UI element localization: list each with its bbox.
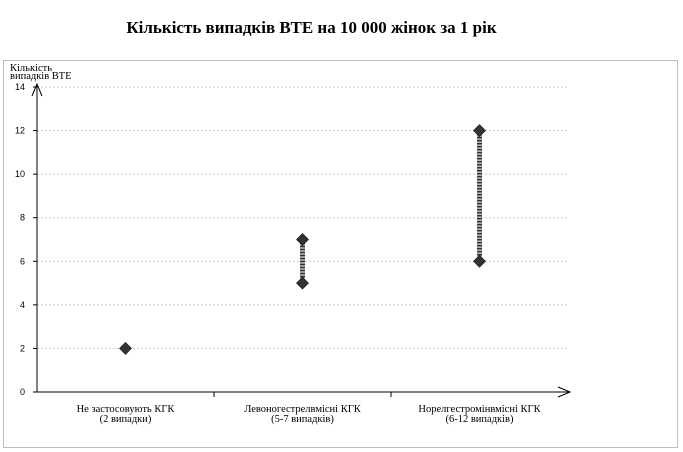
x-category-label-2: Левоногестрелвмісні КГК: [244, 404, 362, 415]
point-marker-3-low: [473, 254, 486, 268]
x-category-sublabel-3: (6-12 випадків): [445, 414, 514, 425]
y-axis-label-line-2: випадків ВТЕ: [10, 71, 72, 82]
x-categories: Не застосовують КГК(2 випадки) Левоногест…: [77, 392, 542, 425]
x-category-sublabel-1: (2 випадки): [100, 414, 152, 425]
y-tick-label-0: 0: [20, 387, 25, 397]
y-tick-label-12: 12: [15, 126, 25, 136]
point-marker-1-low: [119, 342, 132, 355]
y-tick-label-6: 6: [20, 256, 25, 266]
data-marks: [119, 124, 486, 355]
y-axis-arrow: [31, 82, 43, 97]
point-marker-3-high: [473, 124, 486, 137]
y-ticks: 0 2 4 6 8 10 12 14: [15, 82, 37, 397]
chart-frame: [3, 60, 678, 448]
y-tick-label-14: 14: [15, 82, 25, 92]
x-category-label-3: Норелгестромінвмісні КГК: [418, 404, 541, 415]
x-axis-arrow: [557, 386, 572, 398]
y-axis-label-line-1: Кількість: [10, 63, 52, 74]
x-category-sublabel-2: (5-7 випадків): [271, 414, 334, 425]
y-tick-label-2: 2: [20, 343, 25, 353]
y-tick-label-4: 4: [20, 300, 25, 310]
y-tick-label-8: 8: [20, 213, 25, 223]
gridlines: [37, 86, 568, 349]
chart-title: Кількість випадків ВТЕ на 10 000 жінок з…: [126, 18, 497, 37]
x-category-label-1: Не застосовують КГК: [77, 404, 176, 415]
y-tick-label-10: 10: [15, 169, 25, 179]
axes: [31, 82, 572, 398]
point-marker-2-low: [296, 276, 309, 290]
point-marker-2-high: [296, 233, 309, 246]
